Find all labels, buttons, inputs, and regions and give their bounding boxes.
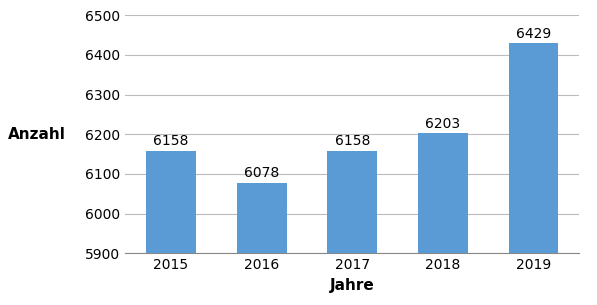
- Text: 6158: 6158: [153, 135, 189, 149]
- Y-axis label: Anzahl: Anzahl: [8, 127, 66, 142]
- Text: 6203: 6203: [425, 117, 460, 131]
- Bar: [236, 183, 287, 305]
- Text: 6158: 6158: [334, 135, 370, 149]
- Bar: [509, 43, 558, 305]
- Text: 6429: 6429: [516, 27, 551, 41]
- Bar: [327, 151, 377, 305]
- Bar: [146, 151, 196, 305]
- Bar: [418, 133, 468, 305]
- X-axis label: Jahre: Jahre: [330, 278, 374, 292]
- Text: 6078: 6078: [244, 166, 279, 180]
